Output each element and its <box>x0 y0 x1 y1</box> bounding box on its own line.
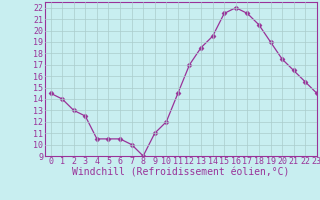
X-axis label: Windchill (Refroidissement éolien,°C): Windchill (Refroidissement éolien,°C) <box>72 168 290 178</box>
